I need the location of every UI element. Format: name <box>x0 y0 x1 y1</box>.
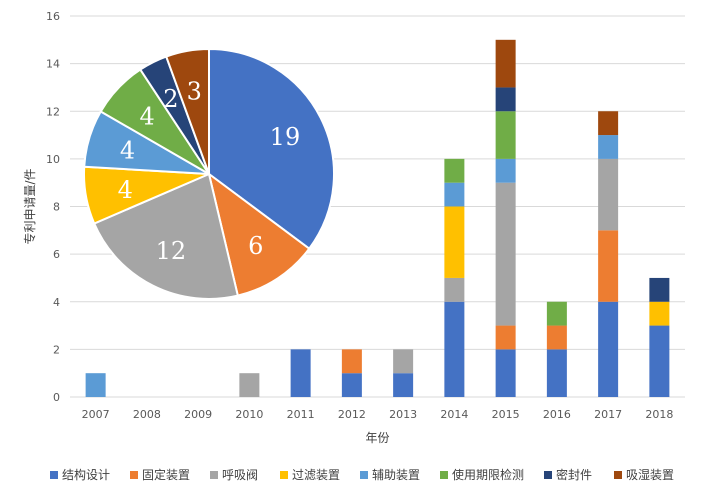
x-tick-label: 2008 <box>133 408 161 421</box>
pie-slice <box>164 47 210 175</box>
bar-segment <box>85 373 106 397</box>
y-tick-label: 2 <box>53 343 60 356</box>
y-axis-title: 专利申请量/件 <box>22 168 37 244</box>
bar-segment <box>649 325 670 397</box>
bar-segment <box>546 325 567 350</box>
y-tick-label: 0 <box>53 391 60 404</box>
x-tick-label: 2010 <box>235 408 263 421</box>
bar-segment <box>495 87 516 112</box>
pie-slice-label: 4 <box>118 176 133 204</box>
legend-label: 过滤装置 <box>292 468 340 482</box>
bar-segment <box>495 325 516 350</box>
x-tick-label: 2017 <box>594 408 622 421</box>
pie-slice-label: 2 <box>163 85 178 113</box>
legend-swatch <box>50 471 58 479</box>
bar-segment <box>546 349 567 397</box>
bar-segment <box>495 111 516 159</box>
pie-slice-label: 4 <box>120 137 135 165</box>
legend: 结构设计 固定装置 呼吸阀 过滤装置 辅助装置 使用期限检测 密封件 吸湿装置 <box>50 467 674 482</box>
x-tick-label: 2013 <box>389 408 417 421</box>
x-tick-label: 2011 <box>287 408 315 421</box>
legend-label: 吸湿装置 <box>626 467 674 482</box>
legend-swatch <box>280 471 288 479</box>
legend-swatch <box>440 471 448 479</box>
x-tick-label: 2012 <box>338 408 366 421</box>
y-tick-label: 8 <box>53 201 60 214</box>
bar-segment <box>598 135 619 159</box>
bar-segment <box>393 373 414 397</box>
bar-segment <box>444 206 465 278</box>
bar-segment <box>495 182 516 326</box>
bar-segment <box>393 349 414 374</box>
bar-segment <box>444 301 465 397</box>
y-tick-label: 12 <box>46 105 60 118</box>
pie-slice-label: 19 <box>270 123 301 151</box>
y-tick-label: 4 <box>53 296 60 309</box>
bar-segment <box>239 373 260 397</box>
bar-segment <box>546 301 567 326</box>
legend-label: 辅助装置 <box>372 468 420 482</box>
legend-label: 固定装置 <box>142 467 190 482</box>
bar-segment <box>444 158 465 183</box>
bar-segment <box>495 158 516 183</box>
bar-segment <box>444 277 465 302</box>
x-tick-label: 2009 <box>184 408 212 421</box>
bar-segment <box>341 349 362 374</box>
bar-segment <box>649 277 670 302</box>
x-tick-label: 2014 <box>440 408 468 421</box>
bar-segment <box>649 301 670 326</box>
pie-slice <box>92 172 240 300</box>
pie-slice-label: 12 <box>156 237 187 265</box>
bar-segment <box>495 349 516 397</box>
bar-segment <box>598 230 619 302</box>
bar-segment <box>444 182 465 207</box>
legend-swatch <box>210 471 218 479</box>
bar-segment <box>598 158 619 231</box>
y-tick-label: 6 <box>53 248 60 261</box>
y-tick-label: 16 <box>46 10 60 23</box>
legend-swatch <box>544 471 552 479</box>
legend-swatch <box>130 471 138 479</box>
legend-label: 密封件 <box>556 467 592 482</box>
x-axis-title: 年份 <box>365 431 389 445</box>
y-tick-label: 10 <box>46 153 60 166</box>
y-tick-label: 14 <box>46 58 60 71</box>
pie-slice-label: 4 <box>140 103 155 131</box>
x-tick-label: 2016 <box>543 408 571 421</box>
pie-slice <box>207 171 311 297</box>
bars <box>85 39 670 397</box>
legend-label: 结构设计 <box>62 467 110 482</box>
bar-segment <box>598 111 619 136</box>
legend-swatch <box>360 471 368 479</box>
bar-segment <box>341 373 362 397</box>
legend-swatch <box>614 471 622 479</box>
bar-segment <box>495 39 516 88</box>
pie-slice-label: 6 <box>248 232 263 260</box>
x-tick-label: 2018 <box>645 408 673 421</box>
bar-segment <box>290 349 311 397</box>
legend-label: 使用期限检测 <box>452 467 524 482</box>
x-tick-label: 2007 <box>82 408 110 421</box>
x-tick-label: 2015 <box>492 408 520 421</box>
bar-segment <box>598 301 619 397</box>
pie-slice-label: 3 <box>187 77 202 105</box>
legend-label: 呼吸阀 <box>222 468 258 482</box>
pie-slice <box>208 47 335 251</box>
